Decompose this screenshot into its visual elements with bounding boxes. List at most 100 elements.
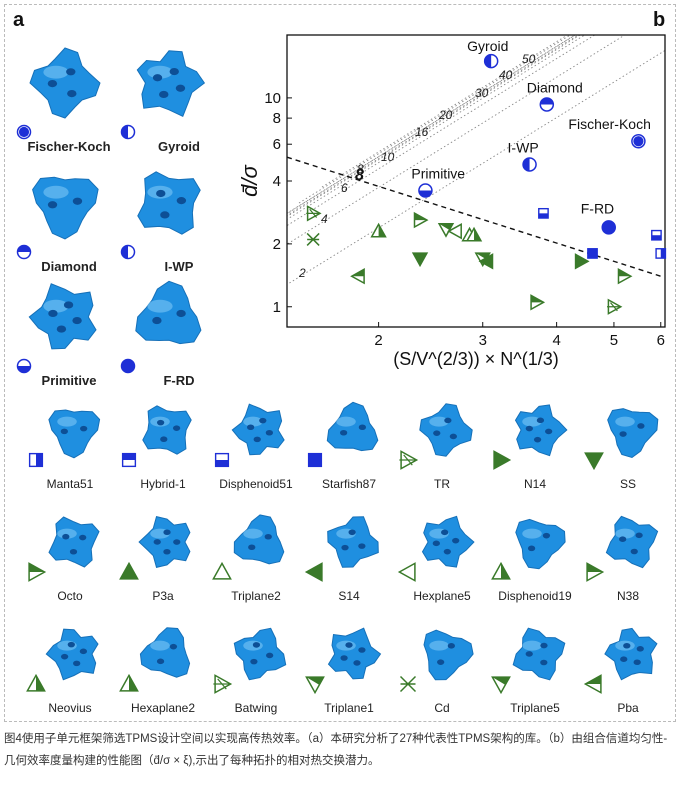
contour-line bbox=[287, 35, 576, 214]
structure-label: Neovius bbox=[48, 701, 92, 715]
blue-point bbox=[538, 207, 549, 219]
contour-emphasis-label: 8 bbox=[355, 167, 364, 184]
structure-triplane2: Triplane2 bbox=[211, 509, 301, 614]
contour-line bbox=[287, 35, 580, 216]
structure-label: N14 bbox=[523, 477, 546, 491]
structure-manta51: Manta51 bbox=[25, 397, 115, 502]
point-label: Diamond bbox=[527, 79, 583, 95]
contour-label: 20 bbox=[438, 108, 453, 122]
structure-f-rd: F-RD bbox=[117, 277, 217, 389]
marker-square-half-right bbox=[28, 452, 44, 468]
legend-marker bbox=[491, 676, 511, 695]
structure-label: Hexplane5 bbox=[413, 589, 471, 603]
legend-marker bbox=[28, 452, 44, 468]
contour-label: 6 bbox=[341, 181, 348, 195]
legend-marker bbox=[120, 358, 136, 374]
structure-image bbox=[604, 627, 658, 681]
structure-image bbox=[512, 627, 566, 681]
marker-circle-solid bbox=[120, 358, 136, 374]
point-i-wp bbox=[522, 157, 537, 172]
contour-line bbox=[321, 35, 569, 188]
structure-label: Starfish87 bbox=[321, 477, 377, 491]
legend-marker bbox=[491, 561, 511, 580]
y-tick-label: 2 bbox=[273, 236, 281, 253]
structure-label: SS bbox=[619, 477, 636, 491]
structure-label: TR bbox=[434, 477, 450, 491]
x-tick-label: 5 bbox=[610, 332, 618, 349]
structure-image bbox=[48, 516, 100, 568]
contour-line bbox=[287, 35, 596, 227]
structure-label: Hexaplane2 bbox=[130, 701, 196, 715]
x-tick-label: 6 bbox=[657, 332, 665, 349]
structure-label: Disphenoid51 bbox=[219, 477, 293, 491]
structure-label: I-WP bbox=[164, 259, 194, 274]
y-tick-label: 1 bbox=[273, 299, 281, 316]
marker-circle-half-top bbox=[16, 244, 32, 260]
contour-line bbox=[287, 49, 665, 286]
structure-image bbox=[514, 404, 568, 457]
structure-starfish87: Starfish87 bbox=[304, 397, 394, 502]
point-label: Primitive bbox=[411, 166, 465, 182]
marker-tri-right-half bbox=[28, 562, 47, 582]
structure-label: Octo bbox=[57, 589, 83, 603]
green-point bbox=[306, 232, 320, 246]
point-diamond bbox=[539, 97, 555, 112]
structure-image bbox=[515, 518, 566, 570]
green-point bbox=[350, 268, 365, 285]
legend-marker bbox=[16, 124, 32, 140]
green-point bbox=[413, 211, 429, 229]
contour-label: 40 bbox=[499, 68, 513, 82]
structure-s14: S14 bbox=[304, 509, 394, 614]
structure-image bbox=[327, 516, 379, 568]
marker-circle-full bbox=[16, 124, 32, 140]
green-point bbox=[411, 252, 429, 268]
structure-label: Disphenoid19 bbox=[498, 589, 572, 603]
structure-label: Manta51 bbox=[46, 477, 94, 491]
panel-label-b: b bbox=[653, 9, 666, 31]
structure-image bbox=[29, 47, 101, 119]
contour-label: 10 bbox=[381, 150, 395, 164]
green-point bbox=[574, 253, 590, 270]
structure-label: Diamond bbox=[41, 259, 97, 274]
legend-marker bbox=[584, 452, 604, 471]
legend-marker bbox=[305, 676, 325, 695]
green-point bbox=[478, 253, 494, 270]
structure-cd: Cd bbox=[397, 621, 487, 726]
structure-label: P3a bbox=[152, 589, 174, 603]
structure-label: Triplane5 bbox=[510, 701, 560, 715]
marker-tri-up-half-left bbox=[119, 673, 139, 692]
marker-tri-up-half bbox=[491, 561, 511, 580]
structure-p3a: P3a bbox=[118, 509, 208, 614]
green-point bbox=[437, 222, 455, 238]
x-tick-label: 2 bbox=[374, 332, 382, 349]
structure-label: F-RD bbox=[163, 373, 195, 388]
structure-primitive: Primitive bbox=[13, 277, 113, 389]
structure-image bbox=[137, 171, 201, 235]
legend-marker bbox=[583, 674, 602, 694]
marker-tri-up-solid bbox=[119, 561, 139, 580]
legend-marker bbox=[397, 562, 416, 582]
structure-ss: SS bbox=[583, 397, 673, 502]
point-label: I-WP bbox=[508, 139, 539, 155]
structure-disphenoid19: Disphenoid19 bbox=[490, 509, 580, 614]
structure-image bbox=[231, 403, 285, 456]
legend-marker bbox=[399, 450, 419, 470]
marker-circle-half-left bbox=[120, 244, 136, 260]
structure-image bbox=[421, 515, 475, 568]
structure-hexplane5: Hexplane5 bbox=[397, 509, 487, 614]
legend-marker bbox=[214, 452, 230, 468]
marker-square-solid bbox=[307, 452, 323, 468]
x-axis-label: (S/V^(2/3)) × N^(1/3) bbox=[393, 349, 558, 369]
contour-label: 50 bbox=[522, 52, 536, 66]
point-gyroid bbox=[483, 53, 499, 69]
contour-lines bbox=[287, 35, 665, 286]
contour-label: 8 bbox=[357, 162, 364, 176]
marker-x-cross bbox=[399, 675, 417, 693]
legend-marker bbox=[213, 674, 233, 694]
marker-tri-left-open bbox=[397, 562, 416, 582]
legend-marker bbox=[586, 562, 605, 582]
structure-image bbox=[142, 405, 192, 455]
structure-label: Primitive bbox=[41, 373, 97, 388]
structure-disphenoid51: Disphenoid51 bbox=[211, 397, 301, 502]
marker-tri-up-open bbox=[212, 561, 232, 580]
